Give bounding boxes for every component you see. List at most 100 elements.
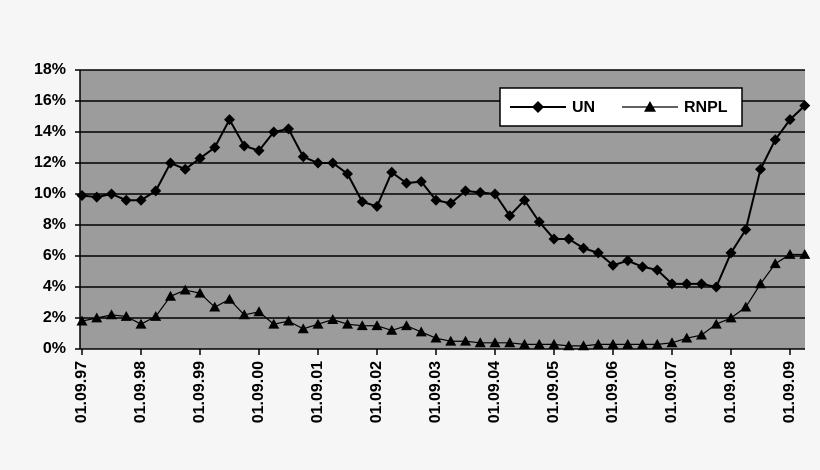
data-point <box>622 255 634 267</box>
x-tick-label: 01.09.00 <box>250 361 267 423</box>
data-point <box>519 338 530 349</box>
data-point <box>135 318 147 329</box>
x-tick-label: 01.09.07 <box>663 361 680 423</box>
data-point <box>253 306 265 317</box>
y-tick-label: 4% <box>43 278 66 295</box>
data-point <box>224 114 235 126</box>
data-point <box>637 338 648 349</box>
data-point <box>283 315 294 326</box>
data-point <box>696 329 707 340</box>
x-tick-label: 01.09.05 <box>545 361 562 423</box>
data-point <box>297 323 309 334</box>
data-point <box>238 309 250 320</box>
data-point <box>563 233 575 245</box>
data-point <box>489 188 501 200</box>
data-point <box>474 337 486 348</box>
data-point <box>165 157 176 169</box>
data-point <box>238 140 250 152</box>
data-point <box>179 163 191 175</box>
data-point <box>548 233 560 245</box>
data-point <box>666 337 678 348</box>
data-point <box>519 194 530 206</box>
data-point <box>194 152 206 164</box>
data-point <box>755 278 766 289</box>
data-point <box>637 261 648 273</box>
data-point <box>578 242 589 254</box>
data-point <box>445 197 457 209</box>
legend-label: UN <box>572 99 595 116</box>
data-point <box>209 142 221 153</box>
y-tick-label: 8% <box>43 216 66 233</box>
data-point <box>769 134 781 146</box>
data-point <box>120 310 132 321</box>
data-point <box>342 318 353 329</box>
data-point <box>681 332 693 343</box>
y-tick-label: 16% <box>34 92 66 109</box>
x-tick-label: 01.09.09 <box>781 361 798 423</box>
y-tick-label: 12% <box>34 154 66 171</box>
data-point <box>356 320 368 331</box>
data-point <box>401 320 412 331</box>
legend-marker <box>532 101 544 113</box>
data-point <box>415 176 427 188</box>
data-point <box>224 293 235 304</box>
data-point <box>784 248 796 259</box>
data-point <box>209 301 221 312</box>
data-point <box>179 284 191 295</box>
x-tick-label: 01.09.97 <box>73 361 90 423</box>
data-point <box>533 338 545 349</box>
data-point <box>91 191 103 203</box>
data-point <box>784 114 796 126</box>
data-point <box>430 194 442 206</box>
y-tick-label: 2% <box>43 309 66 326</box>
data-point <box>371 320 383 331</box>
data-point <box>135 194 147 206</box>
data-point <box>681 278 693 290</box>
data-point <box>504 337 516 348</box>
data-point <box>651 338 663 349</box>
legend-label: RNPL <box>684 99 728 116</box>
data-point <box>666 278 678 290</box>
data-point <box>76 315 88 326</box>
data-point <box>533 216 545 228</box>
data-point <box>150 310 162 321</box>
data-point <box>740 301 752 312</box>
data-point <box>799 248 811 259</box>
data-point <box>563 340 575 351</box>
legend-marker <box>644 101 656 112</box>
data-point <box>592 247 604 259</box>
data-point <box>106 188 117 200</box>
data-point <box>725 247 737 259</box>
x-tick-label: 01.09.06 <box>604 361 621 423</box>
y-tick-label: 10% <box>34 185 66 202</box>
data-point <box>297 151 309 163</box>
data-point <box>607 259 619 271</box>
data-point <box>607 338 619 349</box>
x-tick-label: 01.09.01 <box>309 361 326 423</box>
data-point <box>755 163 766 175</box>
data-point <box>327 314 339 324</box>
data-point <box>430 332 442 343</box>
data-point <box>165 290 176 301</box>
data-point <box>548 338 560 349</box>
data-point <box>253 145 265 157</box>
data-point <box>342 168 353 180</box>
data-point <box>769 258 781 269</box>
data-point <box>504 210 516 222</box>
x-tick-label: 01.09.99 <box>191 361 208 423</box>
y-tick-label: 18% <box>34 61 66 78</box>
data-point <box>91 312 103 323</box>
data-point <box>710 318 722 329</box>
data-point <box>386 166 398 178</box>
data-point <box>415 326 427 337</box>
data-point <box>120 194 132 206</box>
data-point <box>710 281 722 293</box>
y-tick-label: 14% <box>34 123 66 140</box>
data-point <box>401 177 412 189</box>
data-point <box>327 157 339 169</box>
data-point <box>194 287 206 298</box>
data-point <box>445 335 457 346</box>
y-tick-label: 6% <box>43 247 66 264</box>
y-tick-label: 0% <box>43 340 66 357</box>
